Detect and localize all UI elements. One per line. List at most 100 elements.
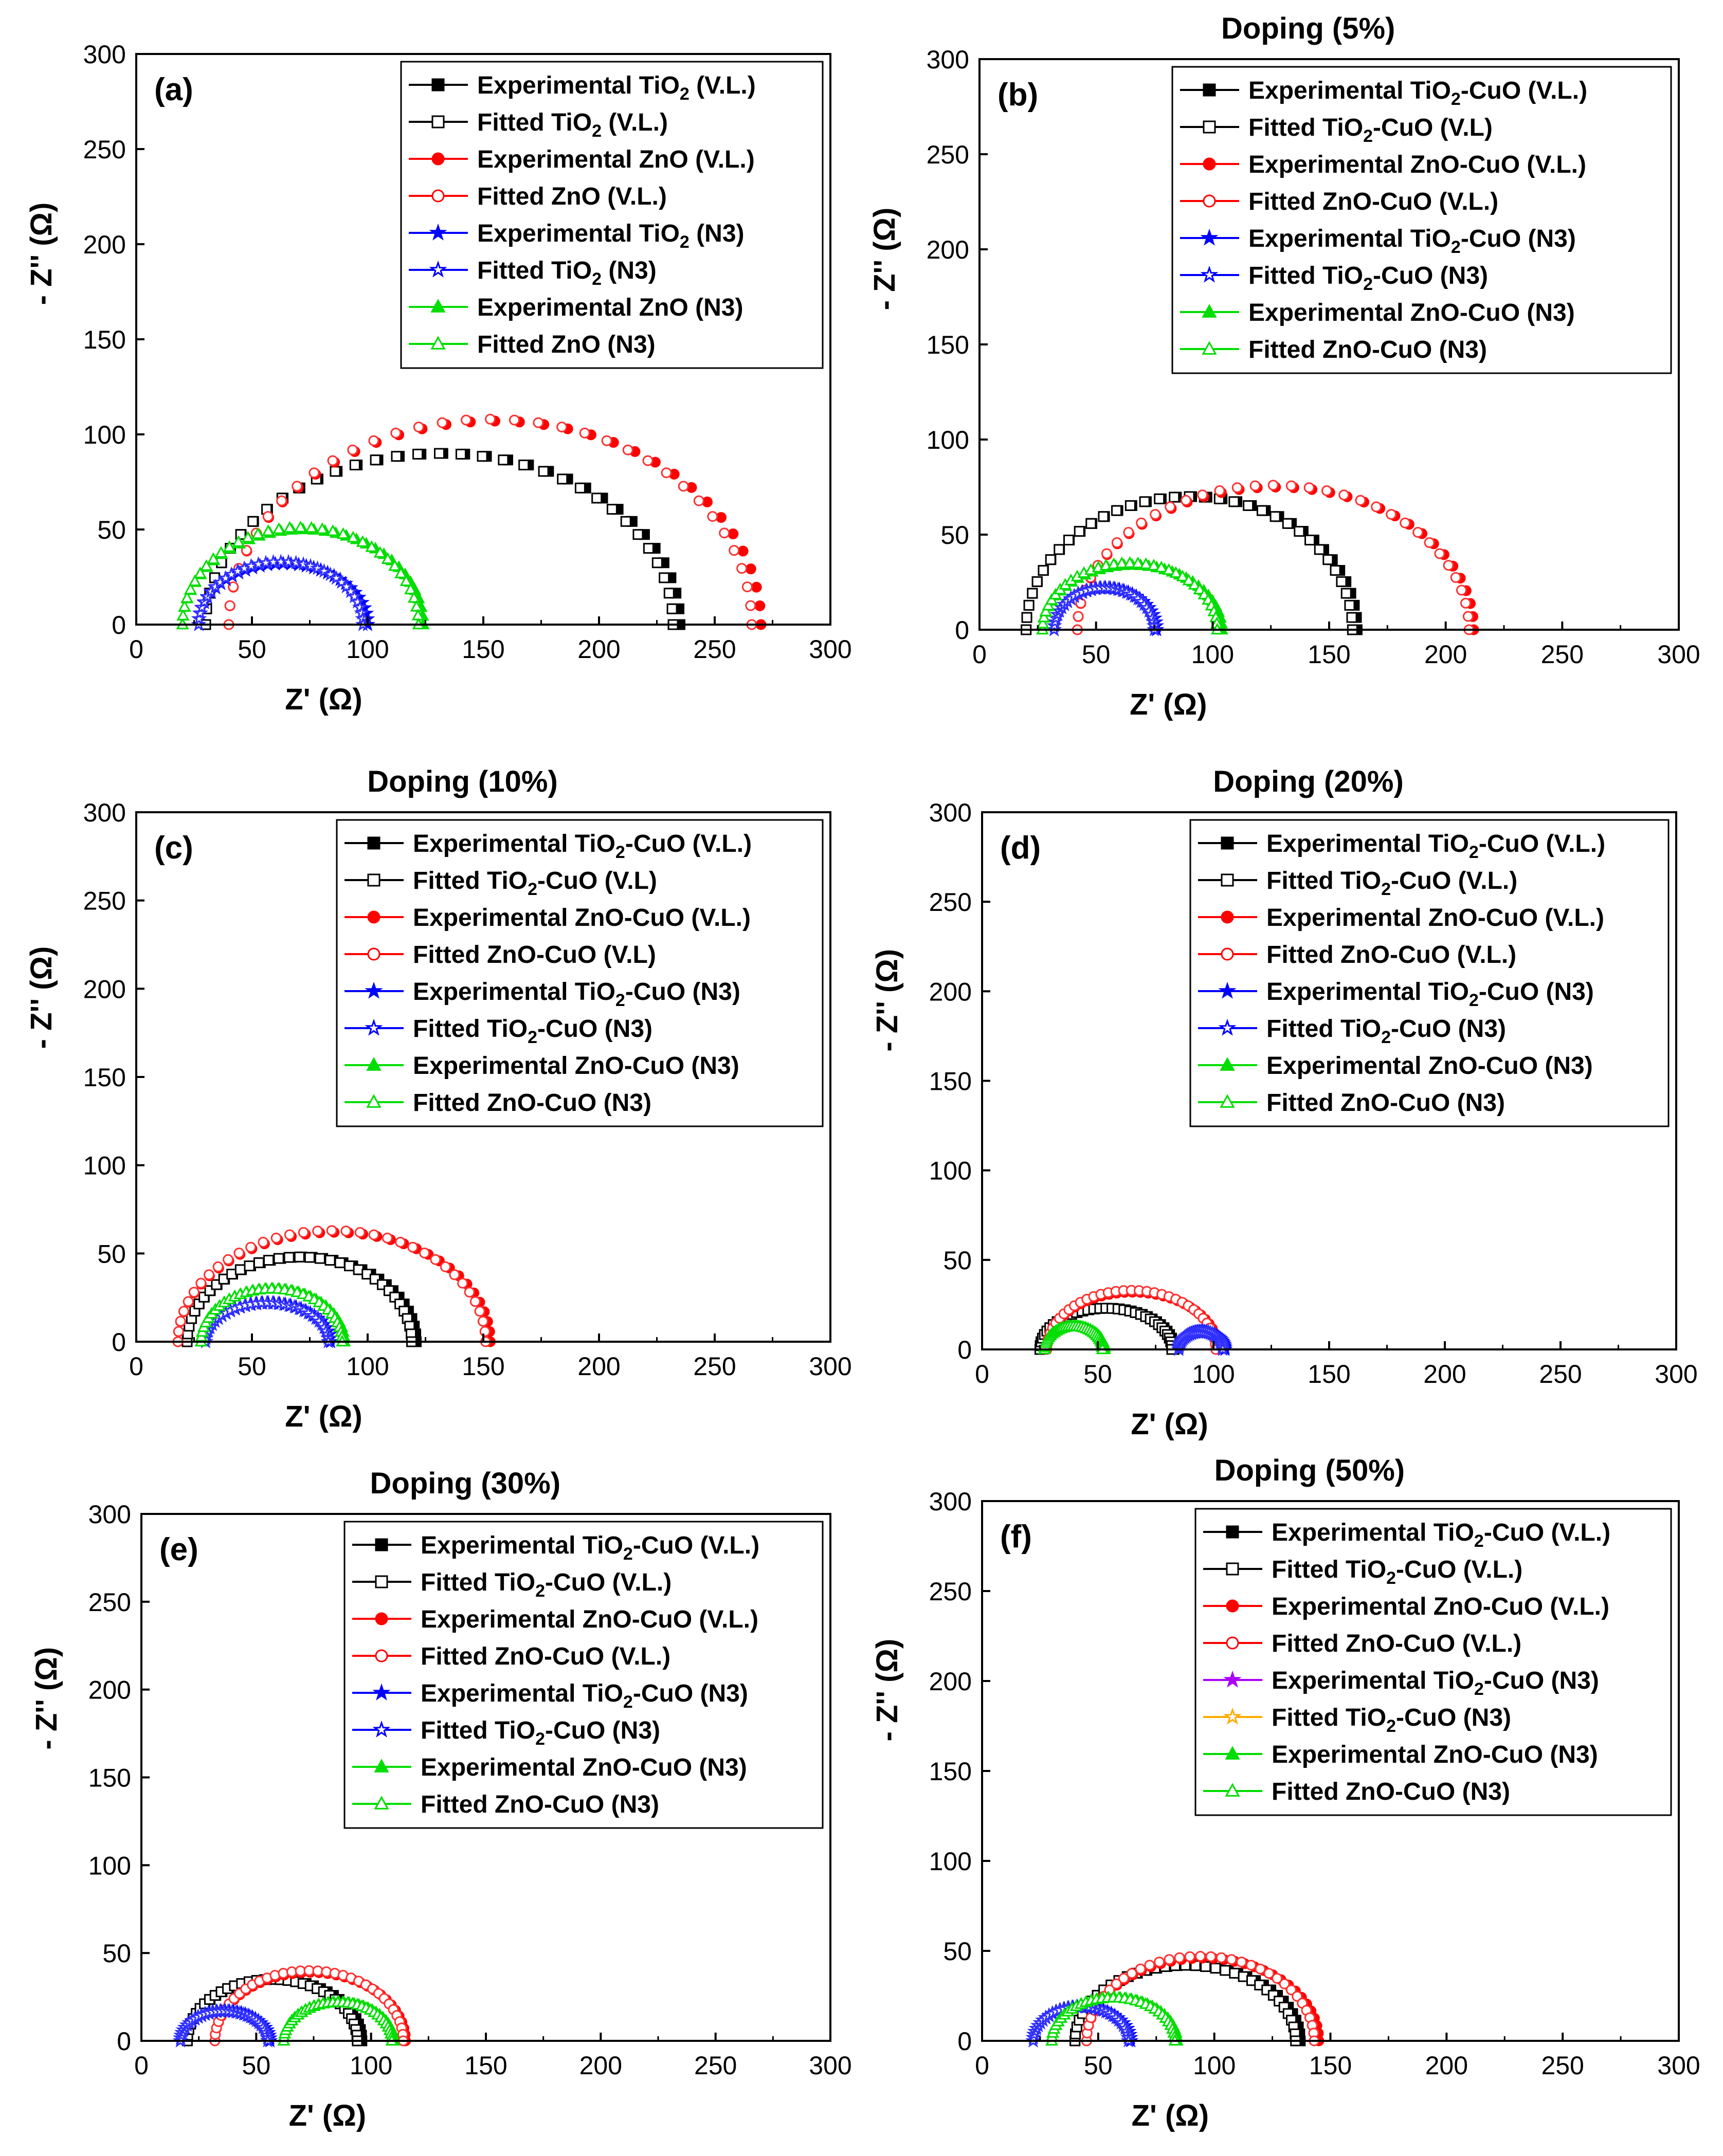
data-point (1193, 582, 1206, 595)
y-tick-label: 150 (83, 1063, 126, 1092)
legend-entry: Experimental ZnO-CuO (N3) (1203, 1741, 1598, 1768)
y-tick-label: 200 (927, 235, 969, 264)
legend-marker (1203, 194, 1216, 208)
panel-letter: (f) (1000, 1519, 1032, 1555)
data-point (391, 451, 402, 462)
data-point (368, 1229, 379, 1240)
data-point (1073, 611, 1084, 622)
data-point (1136, 517, 1147, 528)
legend-marker (1203, 157, 1216, 171)
legend-entry: Fitted TiO2-CuO (N3) (352, 1717, 660, 1749)
data-point (736, 563, 748, 574)
y-tick-label: 300 (927, 45, 969, 74)
legend-entry: Fitted TiO2-CuO (N3) (1198, 1015, 1506, 1047)
data-point (324, 1254, 336, 1266)
y-axis-title: - Z'' (Ω) (25, 203, 58, 305)
x-tick-label: 100 (1191, 640, 1234, 669)
legend-label: Experimental ZnO-CuO (V.L.) (1266, 904, 1604, 931)
x-tick-label: 100 (1192, 1360, 1235, 1388)
x-tick-label: 150 (1308, 1360, 1350, 1388)
data-point (272, 522, 285, 534)
x-tick-label: 200 (577, 1352, 620, 1381)
x-tick-label: 0 (129, 635, 143, 664)
data-point (356, 535, 369, 547)
data-point (1336, 576, 1347, 587)
data-point (327, 455, 338, 466)
legend-entry: Fitted TiO2 (V.L.) (409, 109, 668, 141)
legend-entry: Fitted ZnO-CuO (N3) (1180, 336, 1487, 363)
legend-entry: Experimental TiO2-CuO (V.L.) (1180, 77, 1587, 109)
data-point (1450, 572, 1461, 583)
data-point (1346, 612, 1357, 623)
data-point (214, 546, 228, 558)
data-point (741, 581, 753, 593)
data-point (1434, 548, 1445, 559)
legend-entry: Experimental ZnO-CuO (V.L.) (1198, 904, 1604, 931)
data-point (1197, 489, 1208, 501)
data-point (1229, 1967, 1240, 1979)
legend-marker (1221, 836, 1234, 850)
data-point (294, 1251, 305, 1263)
data-point (1180, 495, 1191, 506)
data-point (207, 552, 220, 564)
legend-label: Experimental ZnO-CuO (V.L.) (413, 904, 751, 931)
x-tick-label: 250 (1541, 640, 1584, 669)
data-point (203, 1269, 214, 1281)
data-point (455, 448, 466, 460)
y-tick-label: 150 (88, 1764, 131, 1793)
data-point (1123, 556, 1136, 568)
data-point (223, 540, 236, 552)
legend-box (1189, 819, 1670, 1127)
legend-marker (375, 1538, 388, 1551)
x-tick-label: 200 (577, 635, 620, 664)
data-point (347, 531, 360, 543)
panel-letter: (a) (154, 72, 193, 107)
x-tick-label: 150 (462, 635, 504, 664)
legend-label: Fitted TiO2-CuO (N3) (413, 1015, 652, 1047)
x-tick-label: 100 (346, 635, 389, 664)
data-point (245, 1241, 257, 1253)
data-point (1243, 500, 1254, 511)
legend-entry: Fitted TiO2-CuO (N3) (344, 1015, 652, 1047)
data-point (368, 435, 379, 446)
y-tick-label: 250 (929, 1577, 972, 1606)
y-tick-label: 100 (88, 1851, 131, 1880)
data-point (440, 1261, 451, 1272)
panel-letter: (d) (1000, 830, 1041, 866)
data-point (1111, 537, 1122, 549)
legend-entry: Experimental TiO2-CuO (V.L.) (1203, 1519, 1610, 1551)
legend-marker (1226, 1562, 1239, 1576)
x-tick-label: 0 (134, 2051, 149, 2080)
legend-marker (366, 1094, 382, 1108)
legend-box (336, 819, 824, 1127)
data-point (193, 567, 207, 578)
legend-marker (1218, 981, 1237, 999)
data-point (344, 1260, 355, 1271)
legend-marker (431, 78, 445, 92)
data-point (437, 417, 448, 428)
data-point (1216, 1952, 1227, 1963)
data-point (1147, 558, 1160, 571)
data-point (224, 600, 235, 611)
data-point (1314, 544, 1325, 555)
legend-entry: Experimental ZnO (N3) (409, 294, 743, 321)
data-point (395, 1236, 406, 1248)
data-point (310, 560, 325, 575)
data-point (263, 1254, 275, 1266)
legend-label: Fitted ZnO-CuO (V.L) (413, 941, 656, 969)
x-tick-label: 250 (1539, 1360, 1582, 1388)
legend-entry: Fitted ZnO-CuO (N3) (1203, 1778, 1510, 1805)
legend-entry: Fitted ZnO-CuO (V.L.) (1203, 1630, 1521, 1657)
legend-entry: Experimental TiO2-CuO (V.L.) (352, 1532, 759, 1564)
data-point (1125, 500, 1136, 511)
data-point (1371, 501, 1382, 513)
legend-entry: Experimental TiO2-CuO (N3) (352, 1680, 748, 1712)
legend-marker (375, 1575, 388, 1588)
legend-marker (1226, 1599, 1239, 1613)
legend-marker (374, 1796, 389, 1810)
y-tick-label: 150 (927, 331, 969, 359)
x-tick-label: 150 (1309, 2051, 1352, 2080)
legend-label: Experimental ZnO-CuO (V.L.) (1272, 1593, 1609, 1620)
legend-marker (1202, 341, 1217, 355)
y-tick-label: 0 (112, 611, 126, 640)
